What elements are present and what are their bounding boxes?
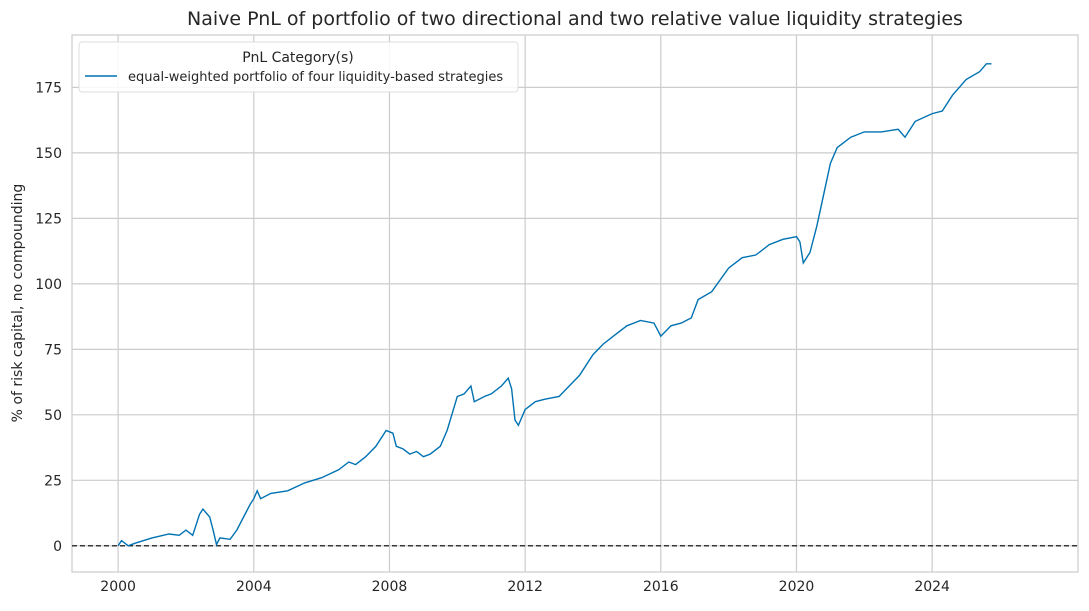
legend-title: PnL Category(s) <box>242 50 354 66</box>
y-tick-label: 0 <box>53 539 62 555</box>
x-tick-label: 2004 <box>236 579 272 595</box>
plot-area <box>71 34 1079 573</box>
x-tick-label: 2024 <box>914 579 950 595</box>
y-tick-label: 50 <box>44 408 62 424</box>
legend: PnL Category(s) equal-weighted portfolio… <box>78 41 519 93</box>
x-tick-label: 2012 <box>507 579 543 595</box>
x-axis: 2000 2004 2008 2012 2016 2020 2024 <box>100 579 950 595</box>
y-tick-label: 175 <box>35 80 62 96</box>
x-tick-label: 2020 <box>779 579 815 595</box>
series-line <box>117 63 992 547</box>
y-tick-label: 150 <box>35 146 62 162</box>
x-tick-label: 2016 <box>643 579 679 595</box>
y-tick-label: 125 <box>35 211 62 227</box>
x-tick-label: 2000 <box>100 579 136 595</box>
x-tick-label: 2008 <box>372 579 408 595</box>
legend-entry: equal-weighted portfolio of four liquidi… <box>128 70 503 85</box>
y-axis: 0 25 50 75 100 125 150 175 <box>35 80 62 554</box>
y-tick-label: 75 <box>44 342 62 358</box>
y-tick-label: 25 <box>44 473 62 489</box>
y-axis-label: % of risk capital, no compounding <box>10 184 26 423</box>
y-tick-label: 100 <box>35 277 62 293</box>
chart-title: Naive PnL of portfolio of two directiona… <box>187 8 963 30</box>
grid <box>72 35 1078 572</box>
legend-box <box>78 41 519 93</box>
